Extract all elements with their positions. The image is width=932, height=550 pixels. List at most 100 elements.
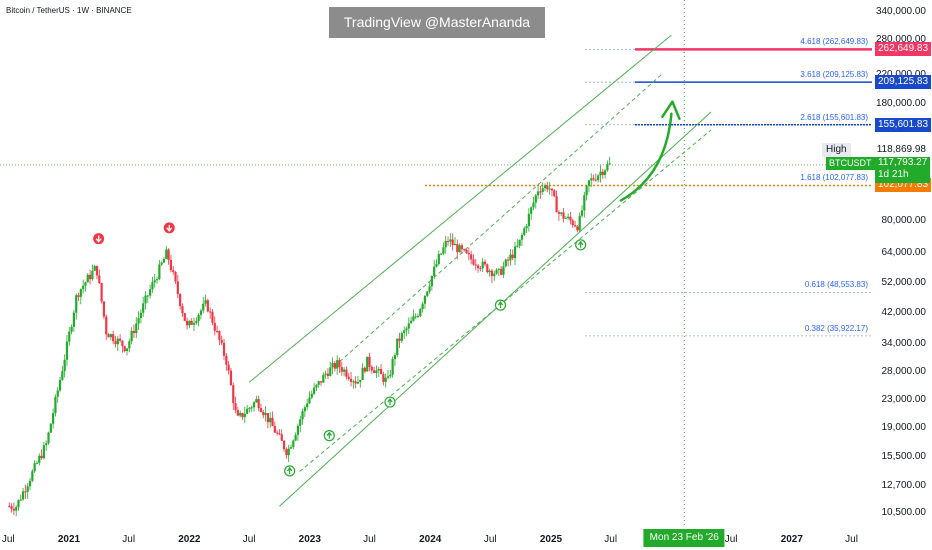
candle-body-224 [525,226,528,229]
candle-body-90 [215,330,219,332]
candle-body-26 [68,331,71,342]
fib-label-4: 0.618 (48,553.83) [804,280,868,290]
candle-body-98 [234,403,237,411]
candle-body-209 [490,270,494,277]
candle-body-99 [236,410,239,416]
candle-body-22 [58,379,62,391]
candle-body-169 [398,338,401,341]
candle-body-237 [555,196,558,213]
candle-body-127 [301,411,304,420]
candle-body-178 [419,309,422,317]
candle-body-117 [278,433,281,435]
buy-marker-arrow-3 [497,301,504,309]
candle-body-218 [511,254,514,259]
candle-body-58 [142,303,145,313]
candle-body-244 [571,220,574,226]
candle-body-70 [169,259,173,271]
candle-body-68 [165,249,168,259]
candle-body-171 [403,330,406,334]
candle-body-125 [296,425,300,435]
candle-body-33 [84,282,87,286]
candle-body-168 [396,338,399,356]
high-price-label: 118,869.98 [876,144,926,155]
candle-body-189 [444,240,447,248]
candle-body-2 [12,508,15,511]
candle-body-227 [532,202,535,208]
candle-body-170 [400,333,403,341]
candle-body-12 [35,462,39,464]
candle-body-112 [266,413,270,423]
candle-body-59 [144,295,147,304]
projection-arrow [619,112,673,202]
candle-body-50 [123,346,126,351]
fib-label-0: 4.618 (262,649.83) [800,37,868,47]
candle-body-108 [257,399,260,409]
candle-body-234 [548,188,551,190]
candle-body-93 [222,342,226,356]
candle-body-134 [317,381,320,385]
candle-body-220 [516,245,519,247]
candle-body-139 [329,367,332,376]
candle-body-13 [38,455,41,463]
candle-body-44 [109,334,112,338]
time-tick-label: Jul [242,534,256,545]
candle-body-183 [430,275,433,287]
candle-body-34 [86,274,89,283]
candle-body-85 [204,300,207,304]
candle-body-95 [227,364,230,371]
candle-body-141 [333,362,336,369]
candle-body-201 [472,259,475,265]
candle-body-238 [557,212,560,214]
candle-body-82 [197,314,200,322]
symbol-title: Bitcoin / TetherUS · 1W · BINANCE [6,6,132,15]
candle-body-260 [608,163,611,165]
price-tick-label: 280,000.00 [875,34,926,46]
candle-body-71 [172,270,175,273]
candle-body-160 [377,368,380,371]
time-tick-label: Jul [483,534,497,545]
time-tick-label: Jul [724,534,738,545]
candle-body-142 [336,360,339,369]
candle-body-21 [56,390,59,397]
price-tick-label: 28,000.00 [881,365,927,377]
candle-body-193 [453,244,457,246]
candle-body-64 [155,279,159,281]
candle-body-40 [100,282,103,302]
projection-arrow-head [661,100,681,120]
candle-body-157 [370,366,373,371]
candle-body-129 [306,403,309,408]
candle-body-172 [405,328,408,331]
candle-body-110 [262,411,265,416]
candle-body-180 [423,295,427,304]
candle-body-231 [541,188,544,192]
candle-body-143 [338,360,341,368]
candle-body-75 [181,306,184,314]
current-price-tag: 117,793.27 1d 21h [875,157,931,183]
candle-body-94 [225,355,228,365]
candle-body-83 [199,310,203,315]
candle-body-63 [153,280,156,283]
candle-body-66 [160,262,163,265]
price-tick-label: 220,000.00 [876,69,926,80]
candle-body-3 [15,507,18,511]
candle-body-96 [229,370,233,386]
candle-body-186 [437,254,440,264]
candle-body-213 [500,268,503,275]
candle-body-120 [285,449,288,456]
time-tick-label: 2023 [298,534,321,545]
price-tick-label: 34,000.00 [881,337,927,349]
candle-body-102 [243,413,246,418]
time-axis[interactable]: Jul 2021 Jul 2022 Jul 2023 Jul 2024 Jul 2025 Jul Ju… [0,526,932,550]
candle-body-37 [93,265,96,271]
time-tick-label: 2022 [178,534,201,545]
candle-body-54 [132,330,136,334]
candle-body-118 [280,434,283,441]
candle-body-74 [179,294,182,307]
candle-body-241 [564,218,567,220]
candle-body-223 [523,228,526,235]
candle-body-122 [289,447,293,449]
time-tick-label: Jul [363,534,376,545]
candle-body-80 [192,322,196,325]
candle-body-246 [576,226,579,231]
